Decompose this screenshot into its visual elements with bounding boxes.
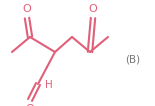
Text: O: O — [26, 104, 34, 106]
Text: (B): (B) — [125, 55, 141, 65]
Text: O: O — [23, 4, 31, 14]
Text: H: H — [45, 80, 53, 90]
Text: O: O — [89, 4, 97, 14]
